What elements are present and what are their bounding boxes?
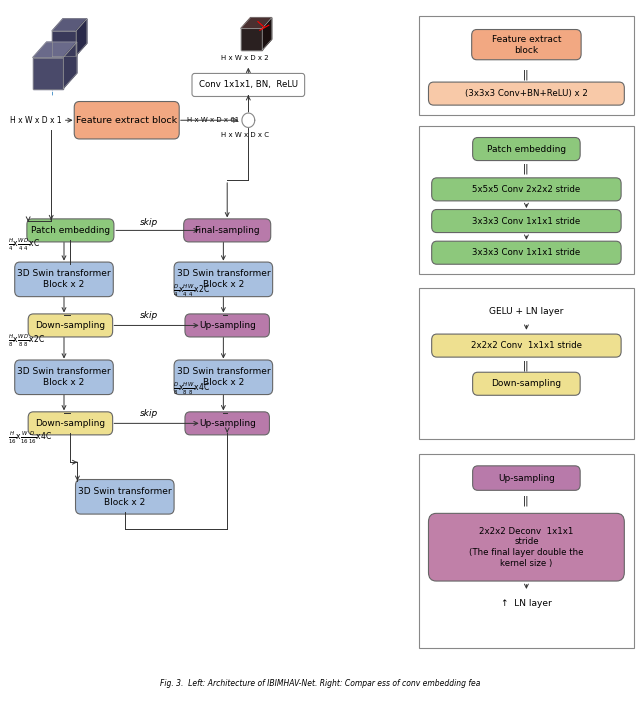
Polygon shape [262,18,272,50]
Text: ↑  LN layer: ↑ LN layer [501,599,552,608]
Text: Up-sampling: Up-sampling [199,419,255,428]
FancyBboxPatch shape [472,30,581,60]
Text: ||: || [523,164,530,174]
Text: Feature extract block: Feature extract block [76,116,177,125]
FancyBboxPatch shape [185,314,269,337]
Text: Down-sampling: Down-sampling [35,419,106,428]
Text: 3x3x3 Conv 1x1x1 stride: 3x3x3 Conv 1x1x1 stride [472,248,580,257]
Polygon shape [242,113,255,127]
Text: Feature extract
block: Feature extract block [492,35,561,55]
Text: 5x5x5 Conv 2x2x2 stride: 5x5x5 Conv 2x2x2 stride [472,185,580,194]
Polygon shape [241,18,272,29]
Text: 3D Swin transformer
Block x 2: 3D Swin transformer Block x 2 [177,367,270,387]
Text: H x W x D x 61: H x W x D x 61 [187,117,239,123]
Text: 3x3x3 Conv 1x1x1 stride: 3x3x3 Conv 1x1x1 stride [472,217,580,225]
Polygon shape [52,31,76,55]
Text: $\frac{H}{4}$x$\frac{W}{4}$$\frac{D}{4}$xC: $\frac{H}{4}$x$\frac{W}{4}$$\frac{D}{4}$… [8,237,40,253]
FancyBboxPatch shape [432,210,621,233]
FancyBboxPatch shape [419,126,634,274]
Text: $\frac{H}{8}$x$\frac{W}{8}$$\frac{D}{8}$x2C: $\frac{H}{8}$x$\frac{W}{8}$$\frac{D}{8}$… [8,333,45,348]
FancyBboxPatch shape [419,16,634,115]
Text: +: + [244,115,252,125]
Text: $\frac{D}{8}$x$\frac{H}{8}$$\frac{W}{8}$x4C: $\frac{D}{8}$x$\frac{H}{8}$$\frac{W}{8}$… [173,381,210,397]
Text: Down-sampling: Down-sampling [35,321,106,330]
FancyBboxPatch shape [28,314,113,337]
Text: Fig. 3.  Left: Architecture of IBIMHAV-Net. Right: Compar ess of conv embedding : Fig. 3. Left: Architecture of IBIMHAV-Ne… [160,680,480,688]
FancyBboxPatch shape [15,262,113,297]
FancyBboxPatch shape [76,480,174,514]
FancyBboxPatch shape [419,454,634,648]
Polygon shape [33,42,77,58]
FancyBboxPatch shape [184,219,271,242]
Text: $\frac{H}{16}$x$\frac{W}{16}$$\frac{D}{16}$x4C: $\frac{H}{16}$x$\frac{W}{16}$$\frac{D}{1… [8,430,52,446]
FancyBboxPatch shape [429,82,625,105]
Polygon shape [76,19,87,55]
Text: 3D Swin transformer
Block x 2: 3D Swin transformer Block x 2 [17,367,111,387]
Text: Conv 1x1x1, BN,  ReLU: Conv 1x1x1, BN, ReLU [199,81,298,89]
Text: Down-sampling: Down-sampling [492,379,561,388]
Text: skip: skip [140,311,158,320]
Text: GELU + LN layer: GELU + LN layer [489,307,564,315]
Text: 3D Swin transformer
Block x 2: 3D Swin transformer Block x 2 [17,269,111,289]
FancyBboxPatch shape [432,178,621,201]
Polygon shape [63,42,77,89]
Text: Patch embedding: Patch embedding [31,226,110,235]
FancyBboxPatch shape [27,219,114,242]
FancyBboxPatch shape [185,412,269,435]
Text: skip: skip [140,218,158,227]
Text: skip: skip [140,409,158,418]
Polygon shape [52,19,87,31]
Text: ||: || [523,495,530,505]
Text: ||: || [523,361,530,371]
FancyBboxPatch shape [432,241,621,264]
Text: 3D Swin transformer
Block x 2: 3D Swin transformer Block x 2 [177,269,270,289]
FancyBboxPatch shape [473,372,580,395]
FancyBboxPatch shape [74,102,179,139]
FancyBboxPatch shape [429,513,625,581]
Text: H x W x D x C: H x W x D x C [221,132,269,138]
FancyBboxPatch shape [432,334,621,357]
FancyBboxPatch shape [174,360,273,395]
Text: (3x3x3 Conv+BN+ReLU) x 2: (3x3x3 Conv+BN+ReLU) x 2 [465,89,588,98]
Text: 2x2x2 Conv  1x1x1 stride: 2x2x2 Conv 1x1x1 stride [471,341,582,350]
Text: 3D Swin transformer
Block x 2: 3D Swin transformer Block x 2 [78,487,172,507]
Text: Up-sampling: Up-sampling [498,474,555,482]
FancyBboxPatch shape [15,360,113,395]
FancyBboxPatch shape [192,73,305,96]
FancyBboxPatch shape [174,262,273,297]
Polygon shape [241,29,262,50]
Text: $\frac{D}{4}$x$\frac{H}{4}$$\frac{W}{4}$x2C: $\frac{D}{4}$x$\frac{H}{4}$$\frac{W}{4}$… [173,283,210,299]
Text: Patch embedding: Patch embedding [487,145,566,153]
FancyBboxPatch shape [419,288,634,439]
Text: 2x2x2 Deconv  1x1x1
stride
(The final layer double the
kernel size ): 2x2x2 Deconv 1x1x1 stride (The final lay… [469,526,584,568]
Text: Up-sampling: Up-sampling [199,321,255,330]
FancyBboxPatch shape [28,412,113,435]
Text: H x W x D x 1: H x W x D x 1 [10,116,61,125]
Text: Final-sampling: Final-sampling [195,226,260,235]
Polygon shape [33,58,63,89]
Text: H x W x D x 2: H x W x D x 2 [221,55,269,60]
FancyBboxPatch shape [473,138,580,161]
Text: ||: || [523,70,530,80]
FancyBboxPatch shape [473,466,580,490]
